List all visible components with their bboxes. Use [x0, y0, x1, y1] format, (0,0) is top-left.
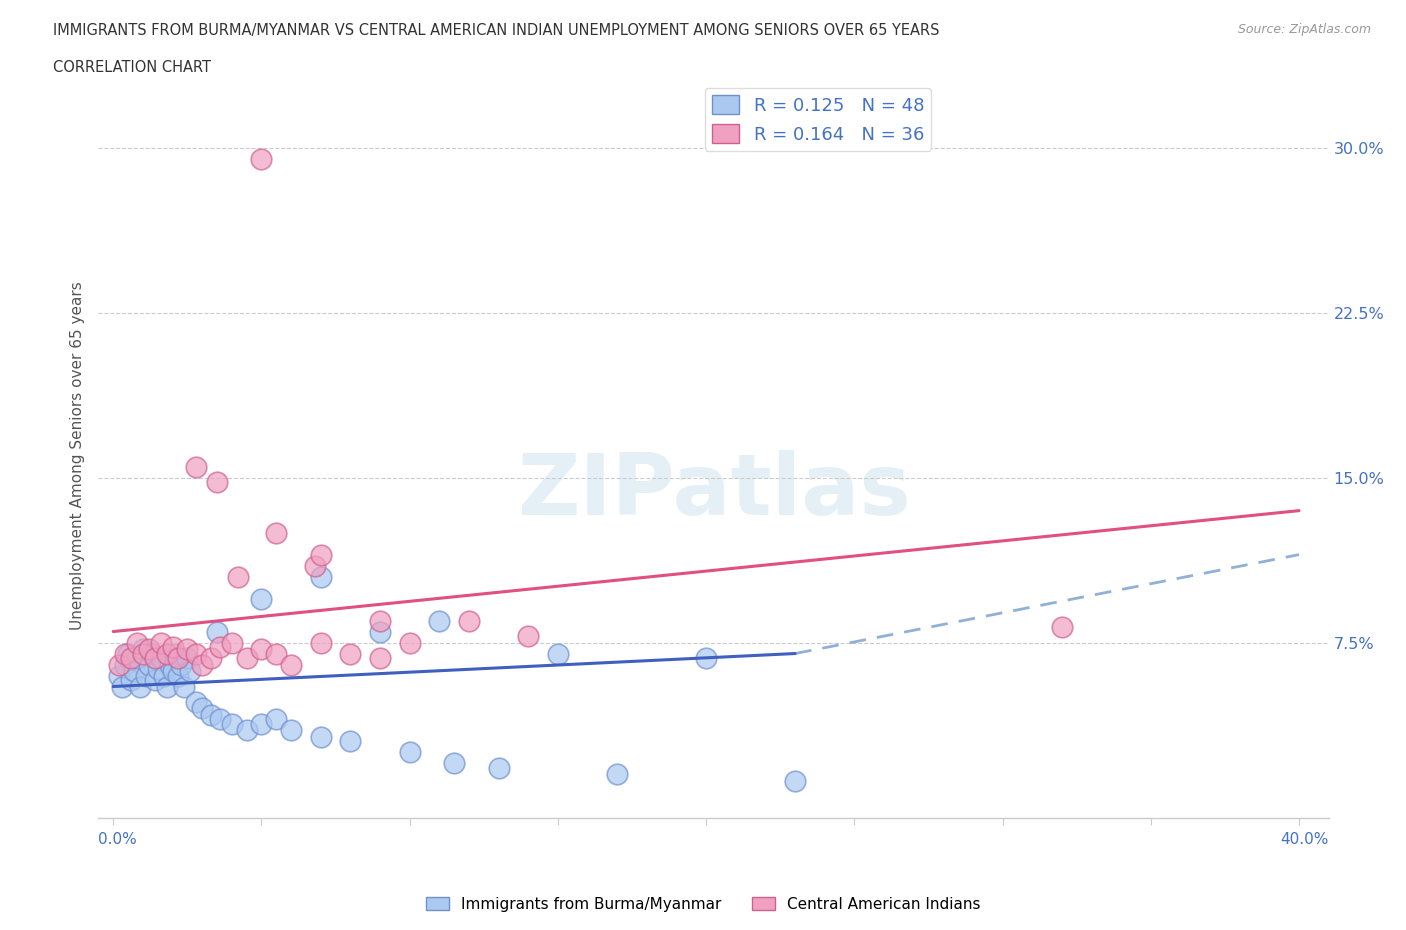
Point	[108, 658, 131, 672]
Point	[143, 672, 166, 687]
Text: 40.0%: 40.0%	[1281, 832, 1329, 847]
Point	[606, 767, 628, 782]
Point	[114, 646, 136, 661]
Point	[208, 640, 231, 655]
Point	[108, 668, 131, 683]
Point	[114, 658, 136, 672]
Point	[165, 646, 187, 661]
Point	[488, 761, 510, 776]
Point	[427, 613, 450, 628]
Point	[162, 664, 184, 679]
Point	[155, 679, 177, 694]
Point	[179, 664, 201, 679]
Point	[398, 635, 420, 650]
Point	[138, 658, 160, 672]
Point	[176, 650, 198, 665]
Text: IMMIGRANTS FROM BURMA/MYANMAR VS CENTRAL AMERICAN INDIAN UNEMPLOYMENT AMONG SENI: IMMIGRANTS FROM BURMA/MYANMAR VS CENTRAL…	[53, 23, 941, 38]
Point	[368, 624, 391, 639]
Point	[221, 635, 243, 650]
Point	[167, 650, 190, 665]
Point	[186, 459, 208, 474]
Point	[191, 701, 214, 716]
Point	[159, 658, 181, 672]
Point	[695, 650, 717, 665]
Text: Source: ZipAtlas.com: Source: ZipAtlas.com	[1237, 23, 1371, 36]
Point	[280, 658, 302, 672]
Point	[125, 650, 148, 665]
Point	[155, 646, 177, 661]
Point	[266, 712, 288, 727]
Point	[235, 723, 257, 737]
Point	[250, 152, 273, 166]
Point	[186, 646, 208, 661]
Point	[170, 658, 193, 672]
Point	[149, 635, 172, 650]
Point	[176, 642, 198, 657]
Point	[129, 679, 152, 694]
Point	[339, 734, 361, 749]
Legend: R = 0.125   N = 48, R = 0.164   N = 36: R = 0.125 N = 48, R = 0.164 N = 36	[704, 87, 931, 151]
Point	[122, 664, 145, 679]
Point	[309, 730, 332, 745]
Point	[132, 646, 155, 661]
Point	[250, 642, 273, 657]
Point	[132, 642, 155, 657]
Point	[208, 712, 231, 727]
Point	[173, 679, 195, 694]
Point	[443, 756, 465, 771]
Point	[205, 624, 228, 639]
Point	[280, 723, 302, 737]
Point	[120, 672, 142, 687]
Point	[125, 635, 148, 650]
Point	[146, 661, 169, 676]
Point	[266, 646, 288, 661]
Point	[120, 650, 142, 665]
Point	[309, 635, 332, 650]
Point	[226, 569, 249, 584]
Point	[149, 650, 172, 665]
Point	[141, 646, 163, 661]
Point	[250, 591, 273, 606]
Point	[304, 558, 326, 573]
Point	[368, 613, 391, 628]
Point	[266, 525, 288, 540]
Point	[117, 646, 139, 661]
Point	[339, 646, 361, 661]
Point	[783, 774, 806, 789]
Point	[221, 716, 243, 731]
Point	[167, 668, 190, 683]
Point	[162, 640, 184, 655]
Point	[309, 547, 332, 562]
Point	[135, 668, 157, 683]
Point	[205, 474, 228, 489]
Y-axis label: Unemployment Among Seniors over 65 years: Unemployment Among Seniors over 65 years	[69, 282, 84, 631]
Point	[111, 679, 134, 694]
Point	[517, 629, 540, 644]
Point	[368, 650, 391, 665]
Point	[200, 708, 222, 723]
Point	[458, 613, 481, 628]
Point	[547, 646, 569, 661]
Text: ZIPatlas: ZIPatlas	[516, 450, 911, 534]
Point	[200, 650, 222, 665]
Point	[143, 650, 166, 665]
Legend: Immigrants from Burma/Myanmar, Central American Indians: Immigrants from Burma/Myanmar, Central A…	[419, 890, 987, 918]
Point	[398, 745, 420, 760]
Point	[309, 569, 332, 584]
Point	[235, 650, 257, 665]
Point	[152, 668, 174, 683]
Text: 0.0%: 0.0%	[98, 832, 138, 847]
Text: CORRELATION CHART: CORRELATION CHART	[53, 60, 211, 75]
Point	[250, 716, 273, 731]
Point	[138, 642, 160, 657]
Point	[186, 695, 208, 710]
Point	[191, 658, 214, 672]
Point	[1050, 619, 1073, 634]
